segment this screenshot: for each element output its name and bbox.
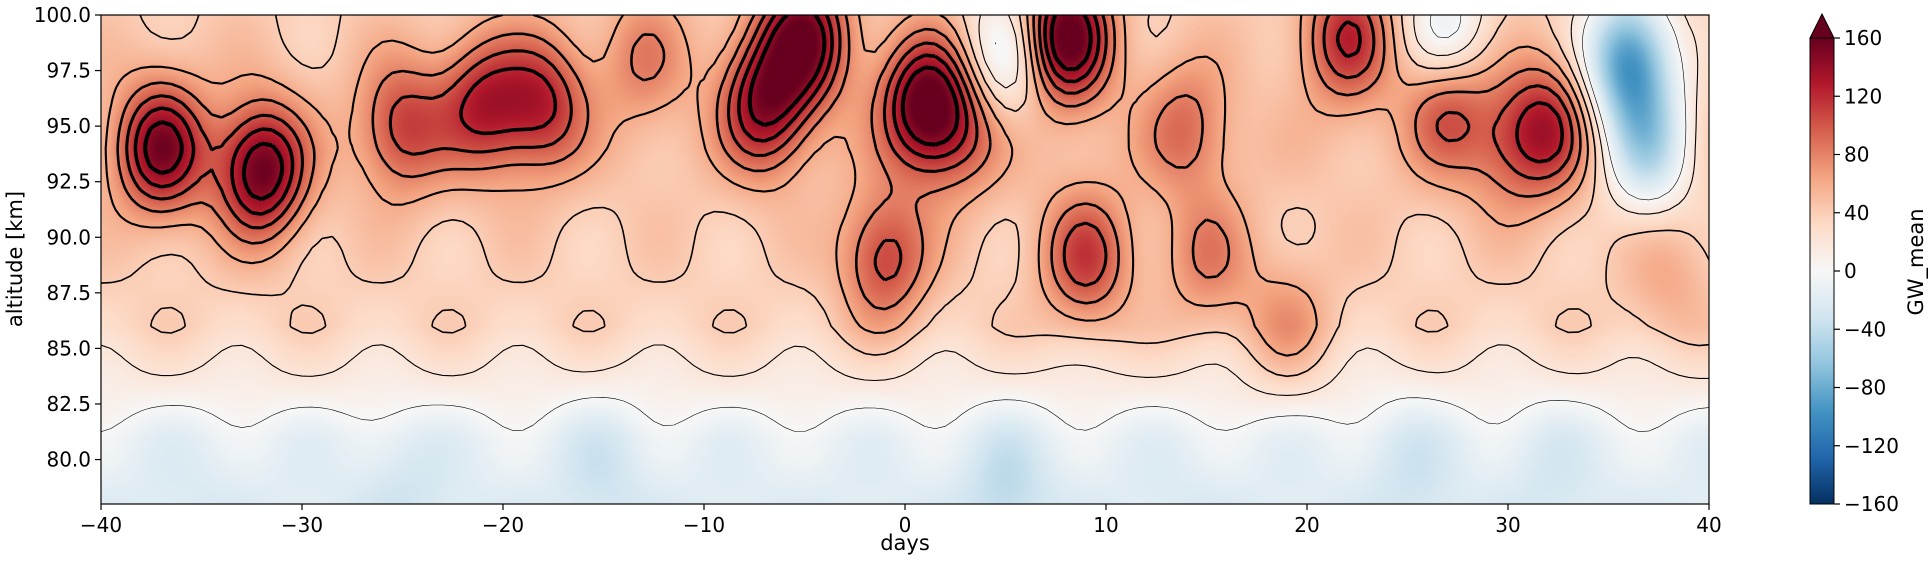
colorbar-tick-label: 160: [1844, 26, 1882, 50]
y-axis: 80.0 82.5 85.0 87.5 90.0 92.5 95.0 97.5 100.0: [34, 3, 101, 472]
x-tick-label: 40: [1696, 513, 1721, 537]
x-tick-label: −40: [80, 513, 122, 537]
contour-level-40: [101, 15, 1709, 378]
colorbar: −160 −120 −80 −40 0 40 80 120 160 GW_mean: [1809, 12, 1929, 516]
colorbar-ticks: −160 −120 −80 −40 0 40 80 120 160: [1834, 26, 1899, 516]
colorbar-tick-label: 0: [1844, 259, 1857, 283]
x-tick-label: 30: [1495, 513, 1520, 537]
x-tick-label: 20: [1294, 513, 1319, 537]
x-tick-label: 10: [1093, 513, 1118, 537]
y-tick-label: 95.0: [46, 114, 91, 138]
contour-level-80: [116, 15, 1582, 311]
colorbar-tick-label: −160: [1844, 492, 1899, 516]
x-tick-label: −20: [482, 513, 524, 537]
y-tick-label: 92.5: [46, 170, 91, 194]
contour-level-100: [125, 15, 1574, 288]
x-tick-label: 0: [899, 513, 912, 537]
contour-lines: [101, 15, 1709, 432]
colorbar-tick-label: −40: [1844, 317, 1886, 341]
colorbar-tick-label: 120: [1844, 84, 1882, 108]
colorbar-fill: [1809, 37, 1835, 505]
colorbar-tick-label: 80: [1844, 143, 1869, 167]
contour-level-140: [143, 15, 1093, 202]
y-tick-label: 80.0: [46, 448, 91, 472]
y-axis-label: altitude [km]: [3, 191, 27, 327]
x-tick-label: −10: [683, 513, 725, 537]
y-tick-label: 82.5: [46, 392, 91, 416]
contour-level-20: [101, 15, 1709, 396]
colorbar-tick-label: −120: [1844, 434, 1899, 458]
contour-level-120: [133, 15, 1564, 216]
plot-area: [100, 14, 1710, 505]
contour-level-60: [104, 15, 1589, 357]
contour-level-0: [101, 15, 1709, 432]
x-tick-label: −30: [281, 513, 323, 537]
colorbar-tick-label: 40: [1844, 201, 1869, 225]
y-tick-label: 90.0: [46, 225, 91, 249]
y-tick-label: 87.5: [46, 281, 91, 305]
colorbar-extend-triangle: [1809, 12, 1835, 39]
colorbar-label: GW_mean: [1904, 208, 1929, 315]
y-tick-label: 97.5: [46, 59, 91, 83]
y-tick-label: 85.0: [46, 336, 91, 360]
colorbar-tick-label: −80: [1844, 376, 1886, 400]
y-tick-label: 100.0: [34, 3, 91, 27]
x-axis: −40 −30 −20 −10 0 10 20 30 40: [80, 504, 1722, 537]
x-axis-label: days: [880, 531, 930, 555]
